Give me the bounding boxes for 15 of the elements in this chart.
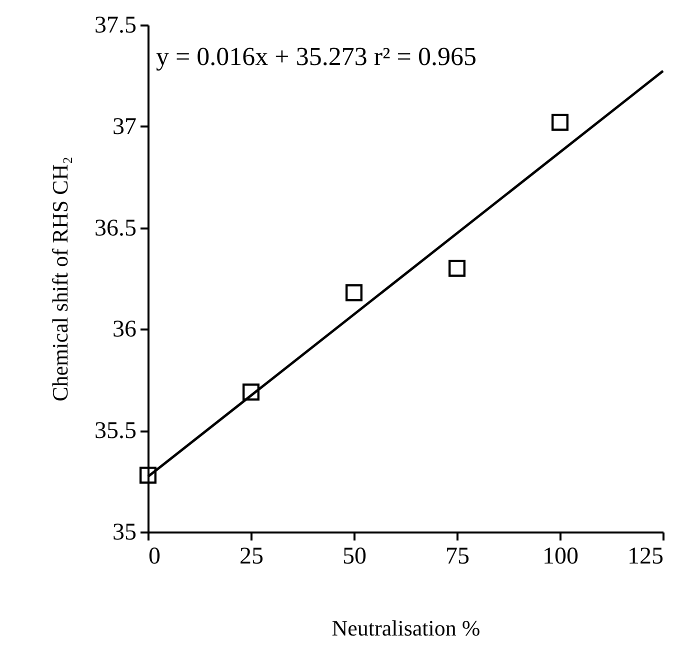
y-tick-label: 35.5 [94,418,136,444]
y-tick-label: 36.5 [94,215,136,242]
x-axis-title: Neutralisation % [332,616,480,640]
x-tick-label: 125 [628,544,664,570]
y-tick-label: 37 [112,114,136,140]
y-tick-label: 35 [112,520,136,546]
x-tick-label: 75 [446,544,470,570]
x-tick-label: 50 [342,544,366,570]
y-axis-title: Chemical shift of RHS CH₂ [48,156,72,402]
x-tick-label: 100 [542,544,578,570]
x-tick-label: 0 [148,544,160,570]
y-tick-label: 36 [112,316,136,343]
y-tick-label: 37.5 [94,12,136,38]
annotation: y = 0.016x + 35.273 r² = 0.965 [156,42,476,71]
x-tick-label: 25 [240,544,264,570]
